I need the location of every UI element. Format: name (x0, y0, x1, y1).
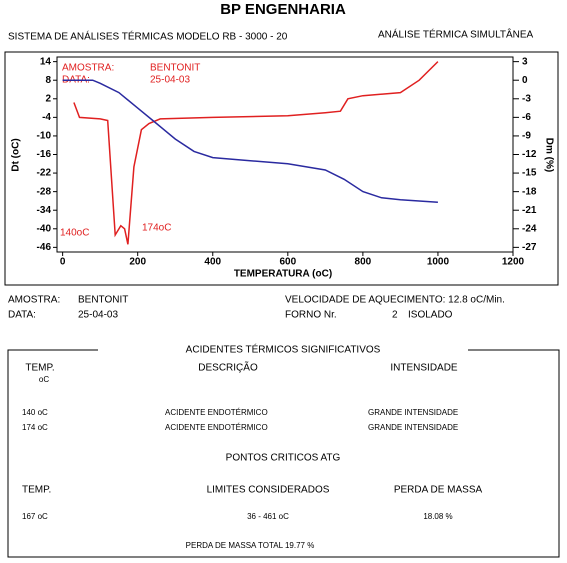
y-tick-label: -28 (37, 186, 52, 197)
annotation: 25-04-03 (150, 75, 190, 86)
y2-tick-label: 3 (522, 56, 528, 67)
info: FORNO Nr. (285, 310, 337, 321)
x-tick-label: 1200 (502, 257, 525, 268)
y-tick-label: -34 (37, 205, 52, 216)
annotation: 174oC (142, 223, 171, 234)
header: oC (39, 375, 49, 384)
y2-label: Dm (%) (543, 138, 554, 172)
cell: 36 - 461 oC (247, 512, 289, 521)
plot-area (56, 56, 514, 253)
y-tick-label: 8 (45, 75, 51, 86)
plot: 0 200 400 600 800 1000 1200 14 8 2 -4 -10 -16 -22 -28 -… (37, 56, 537, 267)
y2-tick-label: -12 (522, 149, 537, 160)
cell: 18.08 % (423, 512, 452, 521)
header: LIMITES CONSIDERADOS (207, 485, 330, 496)
header: INTENSIDADE (390, 363, 458, 374)
y2-tick-label: 0 (522, 75, 528, 86)
x-tick-label: 800 (355, 257, 372, 268)
y2-tick-label: -21 (522, 205, 537, 216)
info: VELOCIDADE DE AQUECIMENTO: 12.8 oC/Min. (285, 295, 505, 306)
curve (62, 79, 438, 203)
x-tick-label: 1000 (427, 257, 450, 268)
y2-tick-label: -24 (522, 223, 537, 234)
info: ISOLADO (408, 310, 453, 321)
y2-tick-label: -6 (522, 112, 531, 123)
x-label: TEMPERATURA (oC) (234, 269, 332, 280)
cell: GRANDE INTENSIDADE (368, 423, 458, 432)
y2-tick-label: -18 (522, 186, 537, 197)
annotation: 140oC (60, 228, 89, 239)
info: 25-04-03 (78, 310, 118, 321)
atg-title: PONTOS CRITICOS ATG (226, 453, 341, 464)
header: DESCRIÇÃO (198, 361, 258, 374)
header: PERDA DE MASSA (394, 485, 483, 496)
cell: ACIDENTE ENDOTÉRMICO (165, 408, 268, 417)
x-tick-label: 400 (204, 257, 221, 268)
y2-tick-label: -3 (522, 93, 531, 104)
info: AMOSTRA: (8, 295, 60, 306)
header: TEMP. (25, 363, 54, 374)
total: PERDA DE MASSA TOTAL 19.77 % (186, 541, 315, 550)
y-tick-label: -46 (37, 242, 52, 253)
system: SISTEMA DE ANÁLISES TÉRMICAS MODELO RB -… (8, 30, 288, 43)
y2-tick-label: -15 (522, 168, 537, 179)
mode: ANÁLISE TÉRMICA SIMULTÂNEA (378, 28, 534, 41)
y2-tick-label: -9 (522, 131, 531, 142)
cell: GRANDE INTENSIDADE (368, 408, 458, 417)
y-tick-label: -16 (37, 149, 52, 160)
y2-tick-label: -27 (522, 242, 537, 253)
x-tick-label: 200 (129, 257, 146, 268)
title-gap (98, 343, 468, 357)
y-label: Dt (oC) (11, 138, 22, 171)
annotation: AMOSTRA: (62, 63, 114, 74)
y-tick-label: -10 (37, 131, 52, 142)
info: BENTONIT (78, 295, 128, 306)
y-tick-label: -40 (37, 223, 52, 234)
x-tick-label: 600 (279, 257, 296, 268)
cell: ACIDENTE ENDOTÉRMICO (165, 423, 268, 432)
cell: 140 oC (22, 408, 48, 417)
curve (73, 61, 439, 245)
info: DATA: (8, 310, 36, 321)
y-tick-label: 14 (40, 56, 52, 67)
title: BP ENGENHARIA (220, 1, 346, 18)
y-tick-label: 2 (45, 93, 51, 104)
cell: 167 oC (22, 512, 48, 521)
annotation: BENTONIT (150, 63, 200, 74)
y-tick-label: -4 (42, 112, 51, 123)
y-tick-label: -22 (37, 168, 52, 179)
x-tick-label: 0 (60, 257, 66, 268)
report-title: ACIDENTES TÉRMICOS SIGNIFICATIVOS (186, 343, 381, 356)
header: TEMP. (22, 485, 51, 496)
chart-frame (4, 51, 559, 286)
cell: 174 oC (22, 423, 48, 432)
info: 2 (392, 310, 398, 321)
